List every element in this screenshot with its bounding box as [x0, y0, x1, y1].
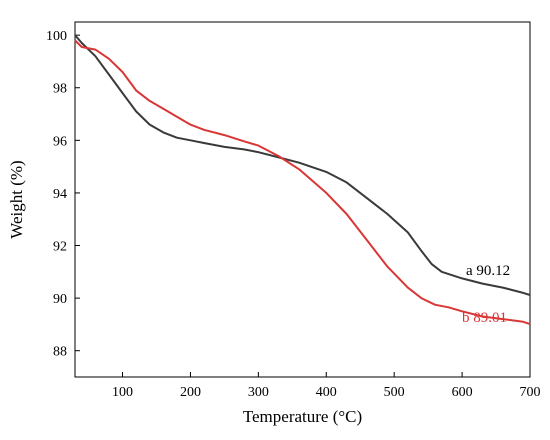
data-series [74, 34, 531, 326]
series-end-label-b: b 89.01 [462, 310, 507, 326]
x-tick-label: 100 [112, 385, 133, 400]
y-tick-label: 88 [53, 345, 67, 360]
series-line-a [74, 34, 531, 296]
series-line-b [74, 39, 531, 326]
x-tick-label: 200 [180, 385, 201, 400]
axis-ticks: 100 200 300 400 500 600 700 88 90 92 94 96 98 100 [46, 29, 541, 400]
x-tick-label: 600 [452, 385, 473, 400]
y-axis-title: Weight (%) [7, 160, 26, 238]
x-tick-label: 500 [384, 385, 405, 400]
series-annotations: a 90.12 b 89.01 [462, 263, 510, 326]
y-tick-label: 96 [53, 134, 67, 149]
x-tick-label: 700 [520, 385, 541, 400]
plot-frame [74, 21, 531, 378]
y-tick-label: 90 [53, 292, 67, 307]
x-axis-title: Temperature (°C) [243, 407, 362, 426]
y-tick-label: 98 [53, 82, 67, 97]
y-tick-label: 94 [53, 187, 67, 202]
x-tick-label: 400 [316, 385, 337, 400]
y-tick-label: 100 [46, 29, 67, 44]
y-tick-label: 92 [53, 240, 67, 255]
x-tick-label: 300 [248, 385, 269, 400]
series-end-label-a: a 90.12 [466, 263, 510, 279]
